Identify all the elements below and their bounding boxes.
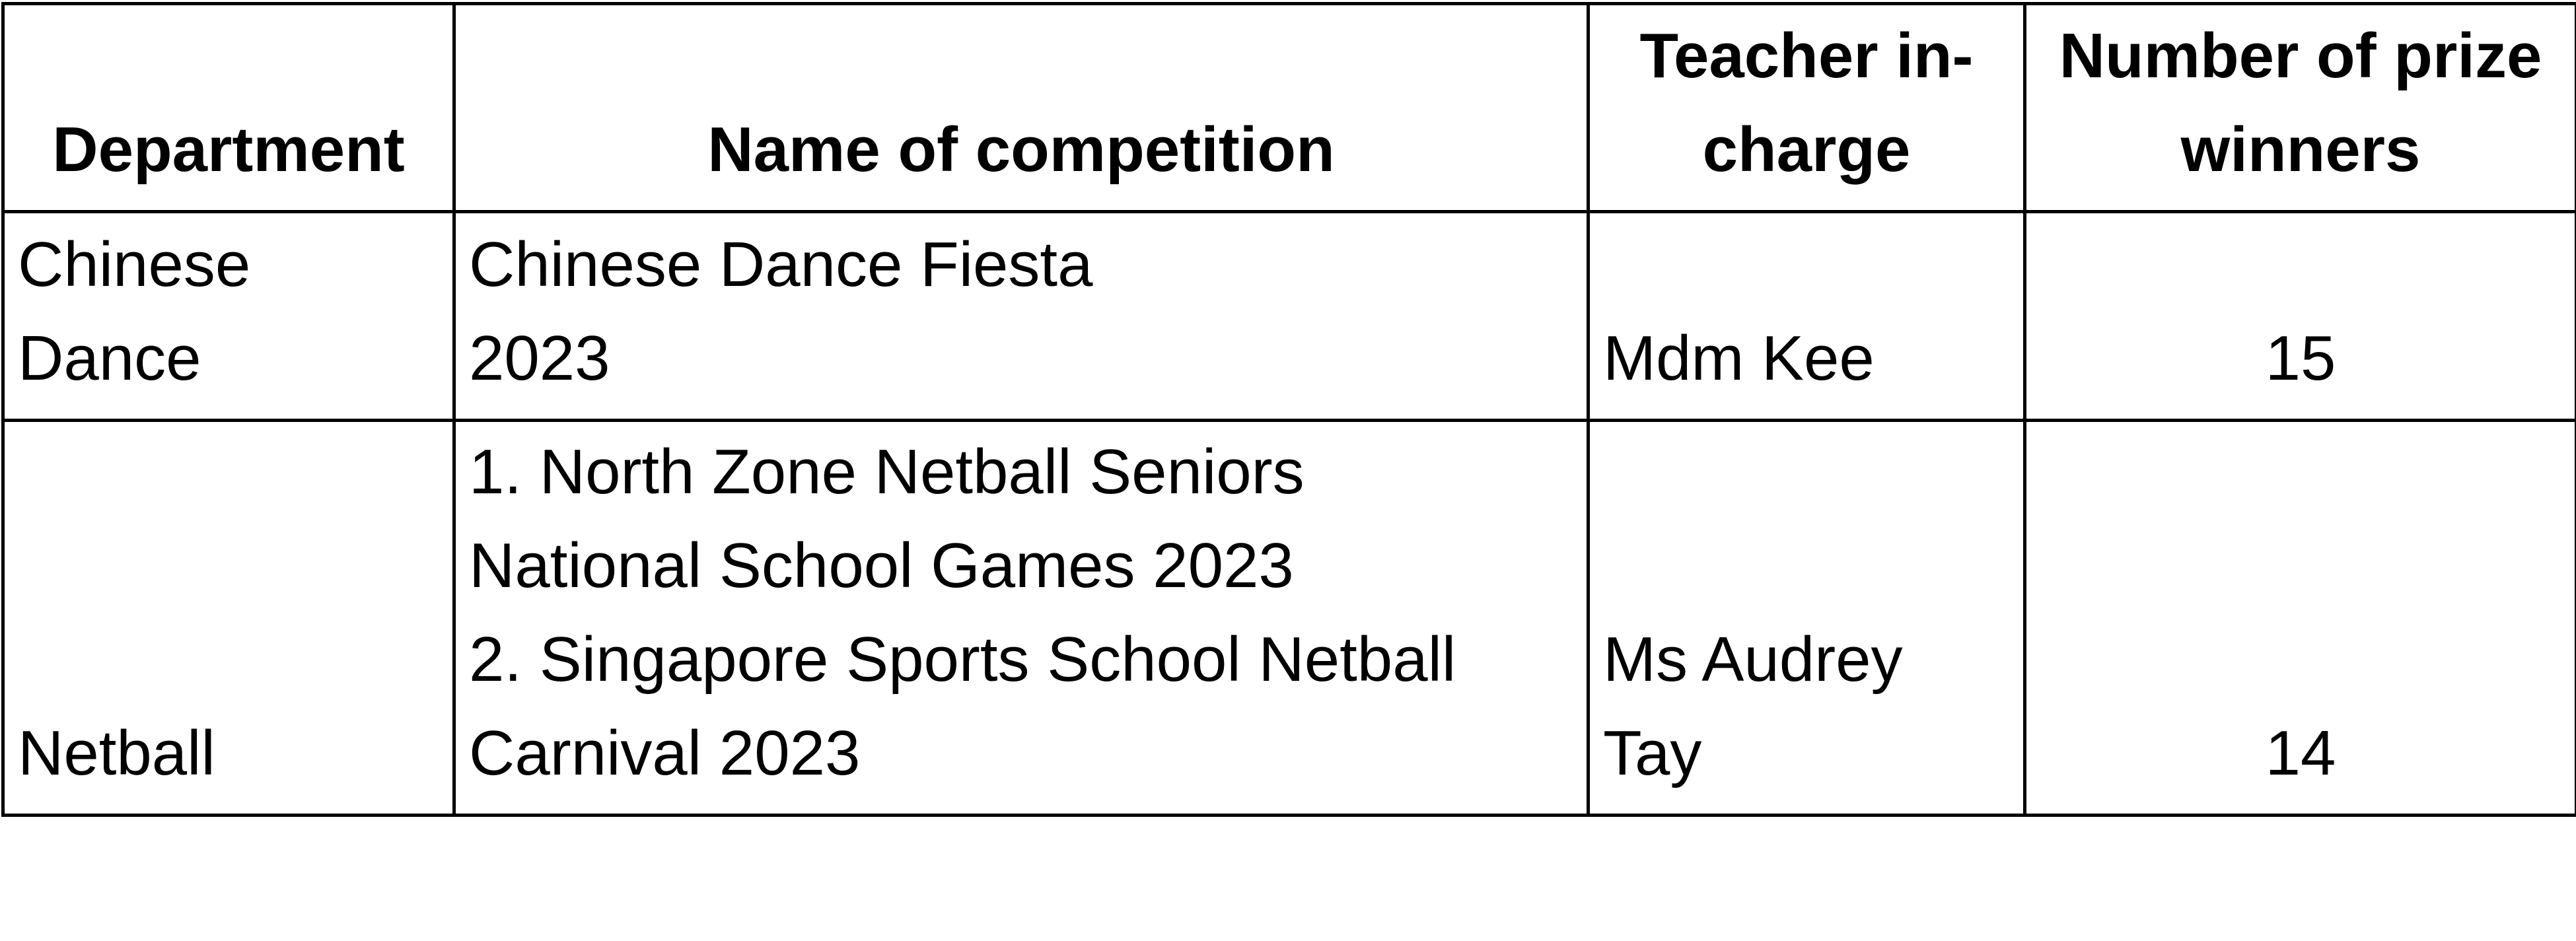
header-department: Department [1, 2, 456, 213]
winners-cell: 15 [2023, 210, 2576, 422]
header-competition: Name of competition [452, 2, 1590, 213]
header-teacher: Teacher in- charge [1587, 2, 2026, 213]
competition-cell: 1. North Zone Netball Seniors National S… [452, 419, 1590, 817]
winners-cell: 14 [2023, 419, 2576, 817]
department-cell: Netball [1, 419, 456, 817]
competition-table: Department Name of competition Teacher i… [1, 2, 2576, 817]
teacher-cell: Ms Audrey Tay [1587, 419, 2026, 817]
header-row: Department Name of competition Teacher i… [1, 2, 2576, 213]
competition-cell: Chinese Dance Fiesta 2023 [452, 210, 1590, 422]
table-row: Chinese Dance Chinese Dance Fiesta 2023 … [1, 210, 2576, 422]
table-row: Netball 1. North Zone Netball Seniors Na… [1, 419, 2576, 817]
teacher-cell: Mdm Kee [1587, 210, 2026, 422]
header-winners: Number of prize winners [2023, 2, 2576, 213]
department-cell: Chinese Dance [1, 210, 456, 422]
